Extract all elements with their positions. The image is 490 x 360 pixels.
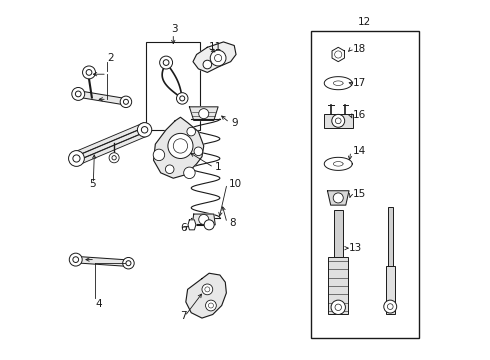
Circle shape (199, 109, 209, 119)
Circle shape (168, 134, 193, 158)
Circle shape (332, 114, 344, 127)
Polygon shape (192, 214, 215, 225)
Circle shape (210, 50, 226, 66)
Circle shape (82, 66, 96, 79)
Text: 5: 5 (89, 179, 96, 189)
Text: 1: 1 (215, 162, 221, 172)
Polygon shape (186, 273, 226, 318)
Circle shape (204, 220, 214, 230)
Polygon shape (324, 157, 352, 170)
Circle shape (203, 60, 212, 69)
Text: 14: 14 (353, 146, 366, 156)
Text: 18: 18 (353, 44, 366, 54)
Text: 2: 2 (107, 53, 114, 63)
Circle shape (153, 149, 165, 161)
Text: 6: 6 (180, 224, 187, 233)
Text: 8: 8 (229, 218, 236, 228)
Circle shape (69, 150, 84, 166)
Circle shape (109, 153, 119, 163)
Polygon shape (75, 123, 146, 156)
Circle shape (184, 167, 195, 179)
Polygon shape (153, 117, 204, 178)
Bar (334, 211, 343, 257)
Bar (147, 42, 200, 130)
Circle shape (137, 123, 152, 137)
Polygon shape (324, 77, 352, 90)
Text: 9: 9 (231, 118, 238, 128)
Circle shape (187, 127, 196, 136)
Bar (386, 266, 394, 315)
Polygon shape (75, 133, 146, 166)
Polygon shape (327, 191, 349, 205)
Polygon shape (75, 256, 129, 266)
Circle shape (205, 300, 216, 311)
Text: 3: 3 (172, 24, 178, 35)
Text: 16: 16 (353, 111, 366, 121)
Circle shape (199, 215, 209, 225)
Circle shape (166, 165, 174, 174)
Bar (311, 31, 419, 338)
Circle shape (333, 193, 343, 203)
Text: 13: 13 (349, 243, 362, 253)
Circle shape (69, 253, 82, 266)
Circle shape (160, 56, 172, 69)
Text: 10: 10 (229, 179, 242, 189)
Bar (328, 257, 348, 315)
Text: 17: 17 (353, 78, 366, 88)
Text: 7: 7 (180, 311, 187, 321)
Text: 12: 12 (358, 17, 371, 27)
Text: 4: 4 (95, 299, 102, 309)
Bar (324, 114, 353, 128)
Polygon shape (190, 107, 218, 121)
Polygon shape (332, 47, 344, 62)
Text: 15: 15 (353, 189, 366, 199)
Circle shape (122, 257, 134, 269)
Circle shape (384, 300, 397, 313)
Polygon shape (75, 128, 146, 161)
Circle shape (176, 93, 188, 104)
Circle shape (120, 96, 132, 108)
Bar (388, 207, 393, 266)
Polygon shape (193, 42, 236, 72)
Circle shape (194, 147, 203, 156)
Polygon shape (188, 220, 196, 230)
Circle shape (331, 300, 345, 315)
Circle shape (202, 284, 213, 295)
Circle shape (72, 87, 85, 100)
Polygon shape (78, 91, 126, 105)
Circle shape (173, 139, 188, 153)
Text: 11: 11 (209, 42, 222, 52)
